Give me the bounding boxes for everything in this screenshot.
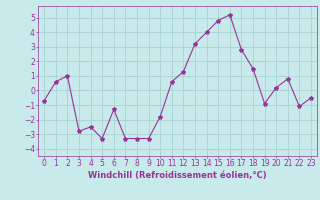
X-axis label: Windchill (Refroidissement éolien,°C): Windchill (Refroidissement éolien,°C)	[88, 171, 267, 180]
